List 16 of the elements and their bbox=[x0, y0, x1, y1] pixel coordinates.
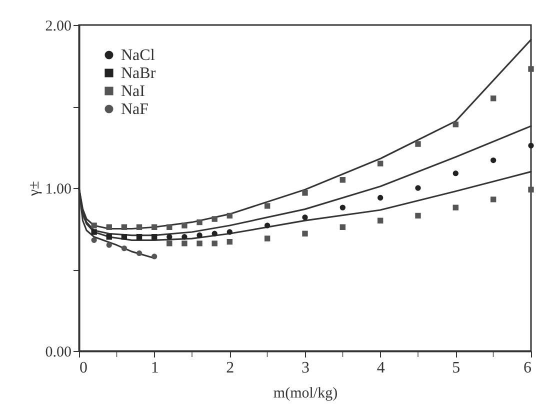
x-tick-label: 1 bbox=[150, 360, 159, 376]
legend-label: NaI bbox=[121, 83, 145, 100]
x-tick-label: 5 bbox=[452, 360, 460, 376]
legend-label: NaF bbox=[121, 101, 149, 118]
x-tick-label: 2 bbox=[226, 360, 234, 376]
legend-label: NaCl bbox=[121, 47, 156, 64]
y-tick-label: 1.00 bbox=[45, 182, 72, 198]
y-tick-label: 0.00 bbox=[45, 344, 72, 360]
x-tick-label: 4 bbox=[376, 360, 385, 376]
x-tick-label: 3 bbox=[302, 360, 310, 376]
x-tick-label: 0 bbox=[80, 360, 88, 376]
y-tick-label: 2.00 bbox=[45, 18, 72, 34]
x-tick-label: 6 bbox=[524, 360, 532, 376]
x-axis-title: m(mol/kg) bbox=[273, 386, 338, 402]
y-axis-title: γ± bbox=[26, 181, 42, 197]
legend-label: NaBr bbox=[121, 65, 156, 82]
